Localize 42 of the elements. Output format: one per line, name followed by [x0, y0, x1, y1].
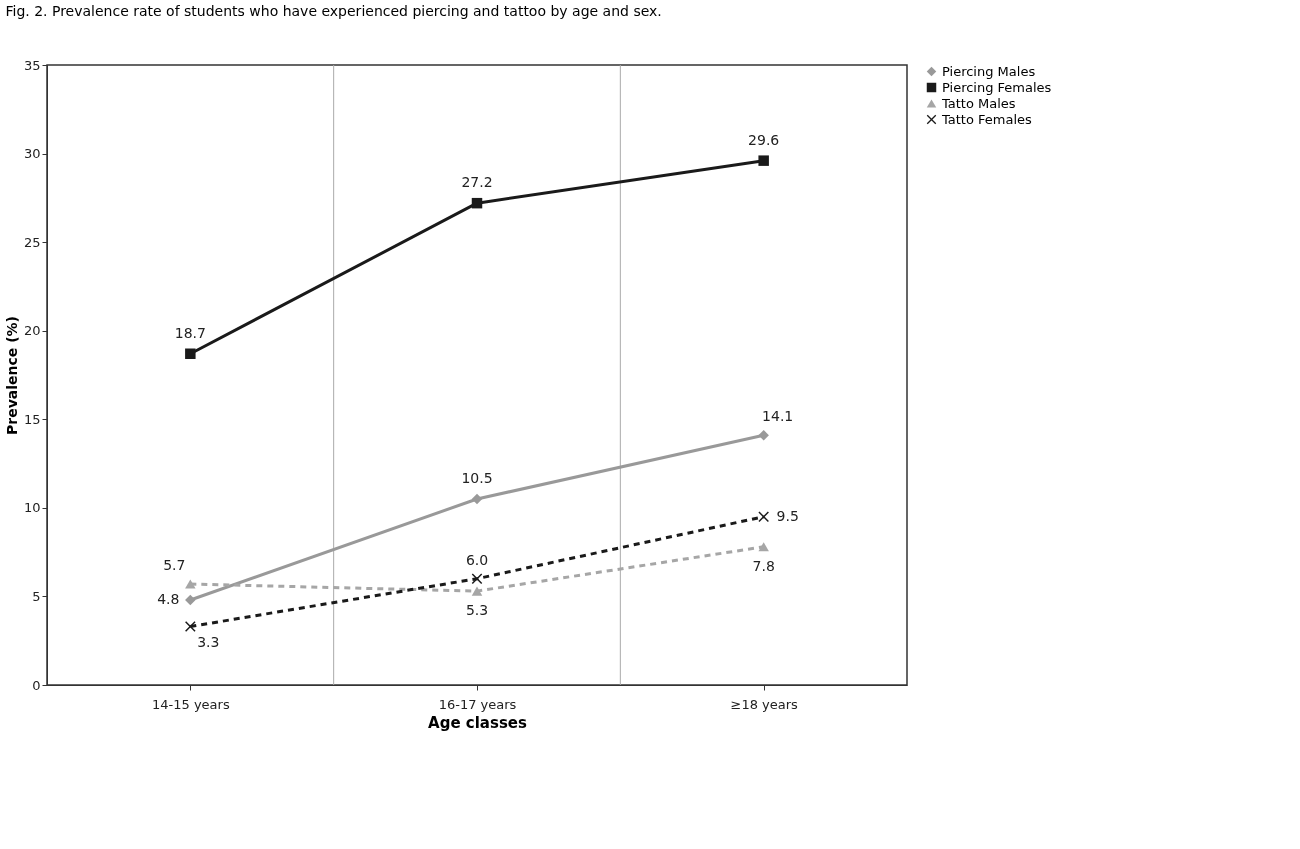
x-tick-label: ≥18 years: [730, 696, 799, 712]
legend-label: Tatto Females: [941, 111, 1033, 127]
point: [471, 197, 483, 209]
data-label: 14.1: [762, 408, 794, 425]
data-label: 9.5: [776, 507, 799, 524]
data-label: 29.6: [748, 131, 780, 148]
data-label: 5.7: [163, 557, 186, 574]
legend-label: Tatto Males: [941, 95, 1016, 111]
legend-label: Piercing Males: [942, 63, 1036, 79]
point: [758, 511, 769, 522]
data-label: 27.2: [461, 174, 493, 191]
point: [471, 493, 483, 505]
data-label: 6.0: [465, 551, 489, 568]
point: [758, 155, 769, 166]
y-tick-label: 25: [23, 234, 41, 250]
chart-title: Fig. 2. Prevalence rate of students who have experienced piercing and tattoo by age and sex.: [5, 3, 662, 19]
legend-label: Piercing Females: [942, 79, 1052, 95]
x-tick-label: 14-15 years: [151, 696, 230, 712]
point: [185, 621, 196, 632]
point: [471, 586, 483, 596]
y-tick-label: 15: [23, 411, 41, 427]
data-label: 5.3: [465, 602, 489, 619]
x-tick-label: 16-17 years: [438, 696, 517, 712]
point: [758, 429, 769, 441]
y-tick-label: 35: [23, 57, 41, 73]
data-label: 4.8: [157, 590, 180, 607]
y-tick-label: 30: [23, 146, 41, 162]
data-label: 7.8: [752, 557, 775, 574]
point: [185, 579, 196, 589]
y-tick-label: 10: [23, 500, 41, 516]
point: [185, 594, 196, 606]
point: [185, 348, 196, 359]
y-tick-label: 5: [32, 588, 41, 604]
point: [758, 542, 769, 552]
data-label: 10.5: [461, 470, 493, 486]
y-axis-title: Prevalence (%): [3, 316, 20, 435]
x-axis-title: Age classes: [428, 713, 527, 732]
y-tick-label: 0: [32, 677, 41, 693]
data-label: 3.3: [197, 633, 220, 650]
y-tick-label: 20: [23, 323, 41, 339]
point: [471, 573, 483, 584]
data-label: 18.7: [174, 324, 206, 341]
